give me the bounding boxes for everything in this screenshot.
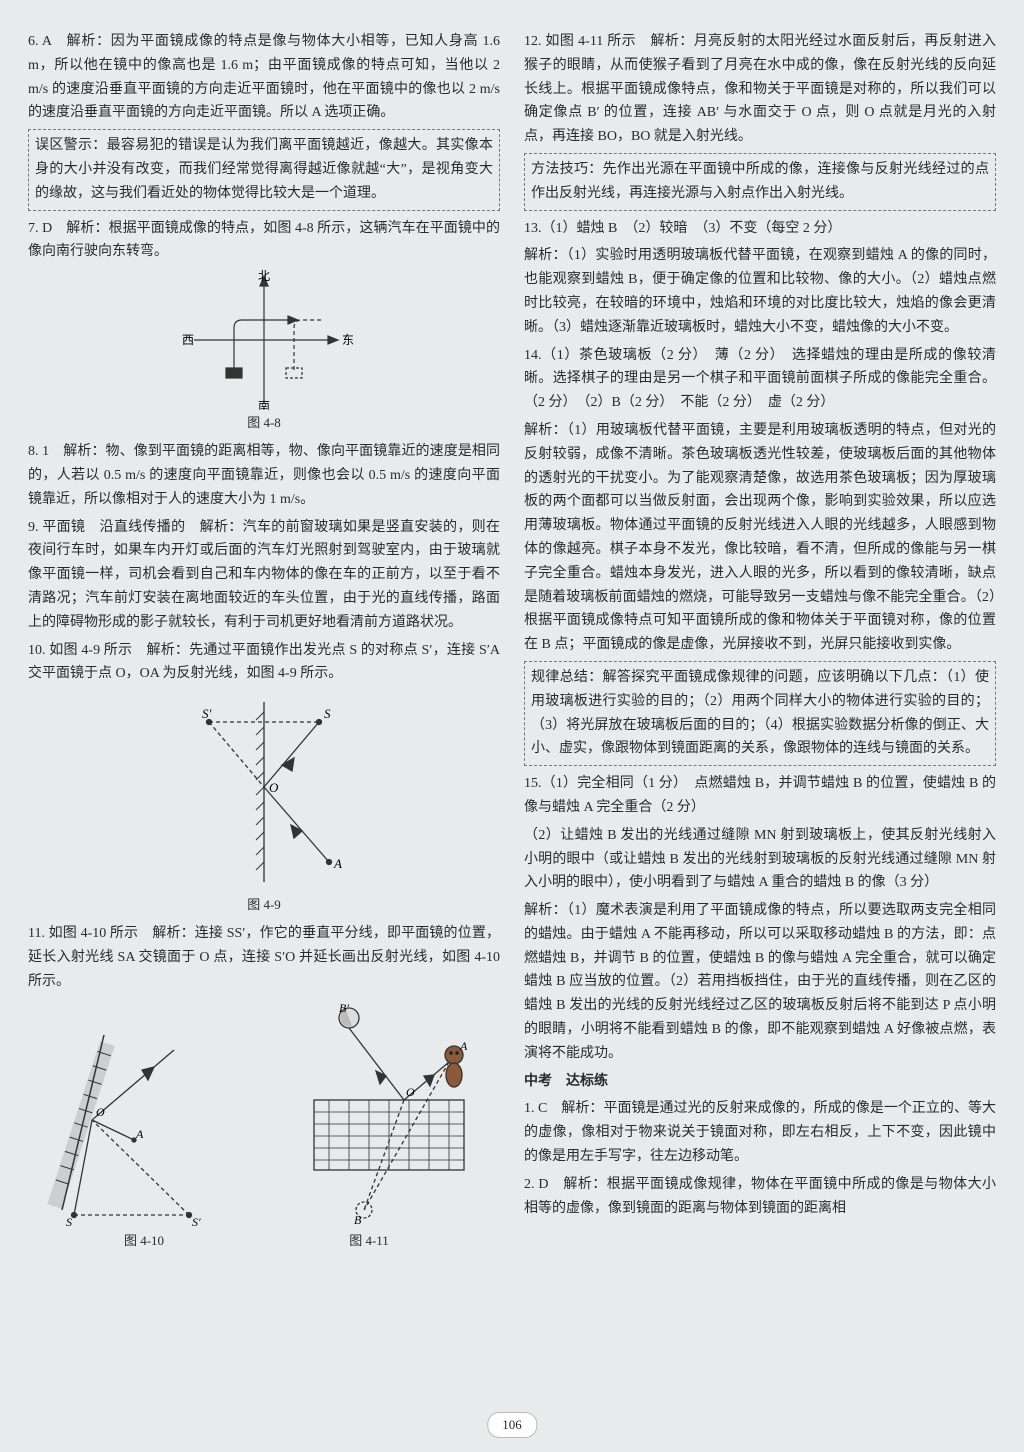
fig8-north: 北	[258, 270, 270, 283]
caption-4-8: 图 4-8	[28, 412, 500, 434]
caption-4-10: 图 4-10	[44, 1230, 244, 1252]
page-number: 106	[487, 1412, 537, 1438]
fig11-Bp: B′	[339, 1001, 349, 1015]
fig10-Sp: S′	[192, 1215, 201, 1229]
caption-4-9: 图 4-9	[28, 894, 500, 916]
q13a: 13.（1）蜡烛 B （2）较暗 （3）不变（每空 2 分）	[524, 217, 996, 241]
figure-4-10-11-row: A O S S′ 图 4-10	[28, 1000, 500, 1258]
q10: 10. 如图 4-9 所示 解析：先通过平面镜作出发光点 S 的对称点 S′，连…	[28, 639, 500, 687]
fig8-west: 西	[182, 333, 194, 347]
q7: 7. D 解析：根据平面镜成像的特点，如图 4-8 所示，这辆汽车在平面镜中的像…	[28, 217, 500, 265]
zk1: 1. C 解析：平面镜是通过光的反射来成像的，所成的像是一个正立的、等大的虚像，…	[524, 1097, 996, 1168]
fig9-S: S	[324, 706, 331, 721]
fig10-S: S	[66, 1215, 72, 1229]
q15c: 解析：（1）魔术表演是利用了平面镜成像的特点，所以要选取两支完全相同的蜡烛。由于…	[524, 899, 996, 1066]
zhongkao-heading: 中考 达标练	[524, 1070, 996, 1094]
fig8-south: 南	[258, 398, 270, 410]
figure-4-11: B′ A O B 图 4-11	[254, 1000, 484, 1258]
method-box-12: 方法技巧：先作出光源在平面镜中所成的像，连接像与反射光线经过的点作出反射光线，再…	[524, 153, 996, 211]
two-column-layout: 6. A 解析：因为平面镜成像的特点是像与物体大小相等，已知人身高 1.6 m，…	[28, 30, 996, 1260]
q6: 6. A 解析：因为平面镜成像的特点是像与物体大小相等，已知人身高 1.6 m，…	[28, 30, 500, 125]
q14b: 解析：（1）用玻璃板代替平面镜，主要是利用玻璃板透明的特点，但对光的反射较弱，成…	[524, 419, 996, 657]
fig8-east: 东	[342, 333, 354, 347]
fig11-A: A	[459, 1039, 468, 1053]
fig9-O: O	[269, 780, 279, 795]
q8: 8. 1 解析：物、像到平面镜的距离相等，物、像向平面镜靠近的速度是相同的，人若…	[28, 440, 500, 511]
q14a: 14.（1）茶色玻璃板（2 分） 薄（2 分） 选择蜡烛的理由是所成的像较清晰。…	[524, 344, 996, 415]
warning-box-6: 误区警示：最容易犯的错误是认为我们离平面镜越近，像越大。其实像本身的大小并没有改…	[28, 129, 500, 210]
figure-4-10: A O S S′ 图 4-10	[44, 1020, 244, 1258]
q12: 12. 如图 4-11 所示 解析：月亮反射的太阳光经过水面反射后，再反射进入猴…	[524, 30, 996, 149]
fig9-Sp: S′	[202, 706, 212, 721]
right-column: 12. 如图 4-11 所示 解析：月亮反射的太阳光经过水面反射后，再反射进入猴…	[524, 30, 996, 1260]
fig11-O: O	[406, 1085, 415, 1099]
zk2: 2. D 解析：根据平面镜成像规律，物体在平面镜中所成的像是与物体大小相等的虚像…	[524, 1173, 996, 1221]
figure-4-8: 北 南 东 西	[28, 270, 500, 410]
q9: 9. 平面镜 沿直线传播的 解析：汽车的前窗玻璃如果是竖直安装的，则在夜间行车时…	[28, 516, 500, 635]
fig10-O: O	[96, 1105, 105, 1119]
q15a: 15.（1）完全相同（1 分） 点燃蜡烛 B，并调节蜡烛 B 的位置，使蜡烛 B…	[524, 772, 996, 820]
caption-4-11: 图 4-11	[254, 1230, 484, 1252]
q13b: 解析：（1）实验时用透明玻璃板代替平面镜，在观察到蜡烛 A 的像的同时，也能观察…	[524, 244, 996, 339]
fig10-A: A	[135, 1127, 144, 1141]
left-column: 6. A 解析：因为平面镜成像的特点是像与物体大小相等，已知人身高 1.6 m，…	[28, 30, 500, 1260]
q11: 11. 如图 4-10 所示 解析：连接 SS′，作它的垂直平分线，即平面镜的位…	[28, 922, 500, 993]
figure-4-9: S′ S O A	[28, 692, 500, 892]
rule-box-14: 规律总结：解答探究平面镜成像规律的问题，应该明确以下几点：（1）使用玻璃板进行实…	[524, 661, 996, 766]
fig9-A: A	[333, 856, 342, 871]
q15b: （2）让蜡烛 B 发出的光线通过缝隙 MN 射到玻璃板上，使其反射光线射入小明的…	[524, 824, 996, 895]
fig11-B: B	[354, 1213, 362, 1227]
